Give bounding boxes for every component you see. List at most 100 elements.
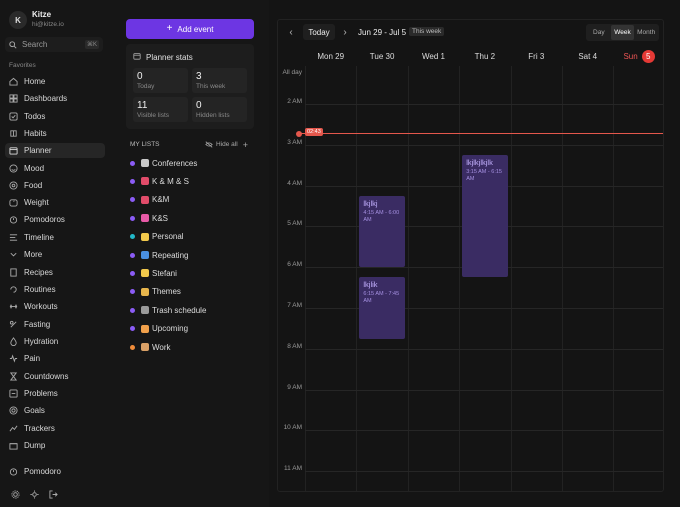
sidebar-item-recipes[interactable]: Recipes	[5, 265, 105, 280]
hour-line	[305, 104, 664, 105]
sidebar-item-dump[interactable]: Dump	[5, 438, 105, 453]
calendar-event[interactable]: lkjlik 6:15 AM - 7:45 AM	[359, 277, 404, 338]
avatar[interactable]: K	[9, 11, 27, 29]
hour-label: 6 AM	[278, 261, 302, 268]
food-icon	[9, 181, 18, 190]
list-item[interactable]: Work	[130, 341, 171, 353]
list-item[interactable]: K & M & S	[130, 175, 189, 187]
sidebar-item-weight[interactable]: Weight	[5, 195, 105, 210]
sidebar-item-routines[interactable]: Routines	[5, 282, 105, 297]
list-color-dot	[130, 326, 135, 331]
list-item[interactable]: K&S	[130, 212, 168, 224]
sidebar-item-label: Home	[24, 77, 45, 86]
today-button[interactable]: Today	[303, 24, 335, 40]
sidebar-item-label: Weight	[24, 198, 49, 207]
day-header[interactable]: Wed 1	[408, 47, 459, 65]
sidebar-item-pain[interactable]: Pain	[5, 351, 105, 366]
list-emoji-icon	[141, 325, 149, 333]
stat-visible-lists: 11 Visible lists	[133, 97, 188, 122]
hour-label: 3 AM	[278, 139, 302, 146]
day-header[interactable]: Sat 4	[562, 47, 613, 65]
view-month[interactable]: Month	[634, 25, 658, 40]
sidebar-item-label: Hydration	[24, 337, 58, 346]
sidebar-item-label: Mood	[24, 164, 44, 173]
sidebar-item-countdowns[interactable]: Countdowns	[5, 369, 105, 384]
list-item[interactable]: Stefani	[130, 267, 177, 279]
sun-icon[interactable]	[30, 490, 39, 501]
sidebar-item-hydration[interactable]: Hydration	[5, 334, 105, 349]
list-item[interactable]: Upcoming	[130, 323, 188, 335]
day-header[interactable]: Tue 30	[356, 47, 407, 65]
list-color-dot	[130, 216, 135, 221]
day-header[interactable]: Mon 29	[305, 47, 356, 65]
list-item[interactable]: Themes	[130, 286, 181, 298]
list-item[interactable]: K&M	[130, 194, 169, 206]
stat-value: 0	[137, 71, 184, 82]
calendar-event[interactable]: lkjlkjlkjlk 3:15 AM - 6:15 AM	[462, 155, 507, 277]
sidebar-item-timeline[interactable]: Timeline	[5, 230, 105, 245]
hourglass-icon	[9, 372, 18, 381]
chevron-left-icon[interactable]: ‹	[285, 26, 297, 38]
sidebar-item-label: More	[24, 250, 42, 259]
sidebar-item-problems[interactable]: Problems	[5, 386, 105, 401]
event-title: lkjlkjlkjlk	[466, 158, 503, 167]
calendar-event[interactable]: lkjlkj 4:15 AM - 6:00 AM	[359, 196, 404, 267]
account-switcher[interactable]: K Kitze hi@kitze.io	[9, 10, 64, 30]
logout-icon[interactable]	[49, 490, 58, 501]
my-lists-header: MY LISTS Hide all +	[130, 141, 250, 148]
add-event-button[interactable]: + Add event	[126, 19, 254, 39]
list-emoji-icon	[141, 306, 149, 314]
add-list-button[interactable]: +	[243, 140, 248, 150]
day-header[interactable]: Fri 3	[511, 47, 562, 65]
day-header[interactable]: Thu 2	[459, 47, 510, 65]
week-grid[interactable]: All day 2 AM 3 AM 4 AM 5 AM 6 AM 7 AM 8 AM 9 AM 1…	[278, 66, 664, 492]
search-input[interactable]: Search ⌘K	[5, 37, 103, 52]
chevron-right-icon[interactable]: ›	[339, 26, 351, 38]
sidebar-item-food[interactable]: Food	[5, 178, 105, 193]
sidebar-item-label: Habits	[24, 129, 47, 138]
list-item[interactable]: Personal	[130, 231, 184, 243]
list-item[interactable]: Conferences	[130, 157, 197, 169]
sidebar-item-mood[interactable]: Mood	[5, 161, 105, 176]
sidebar-item-planner[interactable]: Planner	[5, 143, 105, 158]
sidebar-item-habits[interactable]: Habits	[5, 126, 105, 141]
stat-label: This week	[196, 83, 243, 90]
hide-all-button[interactable]: Hide all	[205, 141, 238, 148]
search-label: Search	[22, 40, 47, 49]
view-week[interactable]: Week	[611, 25, 635, 40]
planner-panel: + Add event Planner stats 0 Today 3 This we…	[111, 0, 269, 507]
sidebar-item-more[interactable]: More	[5, 247, 105, 262]
list-item[interactable]: Repeating	[130, 249, 188, 261]
sidebar-item-label: Timeline	[24, 233, 54, 242]
view-day[interactable]: Day	[587, 25, 611, 40]
calendar-toolbar: ‹ Today › Jun 29 - Jul 5 This week Day W…	[278, 20, 664, 46]
sidebar-item-trackers[interactable]: Trackers	[5, 421, 105, 436]
sidebar-item-label: Recipes	[24, 268, 53, 277]
sidebar-item-workouts[interactable]: Workouts	[5, 299, 105, 314]
sidebar-item-fasting[interactable]: Fasting	[5, 317, 105, 332]
day-label: Mon 29	[317, 52, 344, 61]
day-header[interactable]: Sun 5	[613, 47, 664, 65]
list-color-dot	[130, 345, 135, 350]
sidebar-item-label: Pain	[24, 354, 40, 363]
gear-icon[interactable]	[11, 490, 20, 501]
sidebar-item-label: Trackers	[24, 424, 55, 433]
sidebar-item-goals[interactable]: Goals	[5, 403, 105, 418]
list-emoji-icon	[141, 269, 149, 277]
sidebar-item-home[interactable]: Home	[5, 74, 105, 89]
eye-off-icon	[205, 141, 213, 148]
dump-icon	[9, 441, 18, 450]
account-email: hi@kitze.io	[32, 20, 64, 30]
sidebar-item-pomodoro[interactable]: Pomodoro	[5, 464, 105, 479]
sidebar-item-todos[interactable]: Todos	[5, 109, 105, 124]
list-color-dot	[130, 179, 135, 184]
sidebar-item-pomodoros[interactable]: Pomodoros	[5, 212, 105, 227]
pomodoro-icon	[9, 215, 18, 224]
sidebar-item-dashboards[interactable]: Dashboards	[5, 91, 105, 106]
list-item[interactable]: Trash schedule	[130, 304, 206, 316]
goals-icon	[9, 406, 18, 415]
list-name: Upcoming	[152, 324, 188, 333]
event-title: lkjlik	[363, 280, 400, 289]
my-lists-title: MY LISTS	[130, 141, 160, 148]
hydration-icon	[9, 337, 18, 346]
